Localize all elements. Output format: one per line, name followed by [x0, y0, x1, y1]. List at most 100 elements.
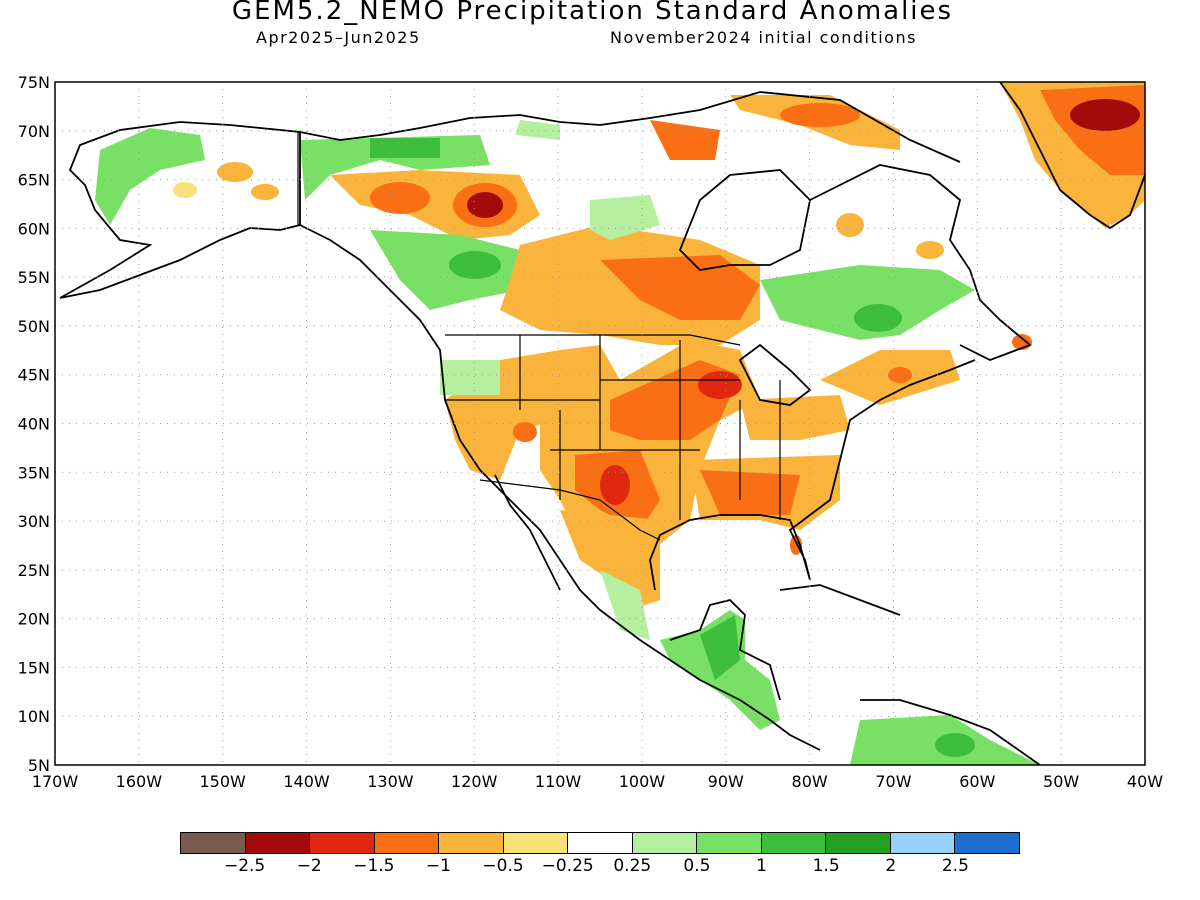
lon-tick-label: 70W [875, 772, 911, 791]
colorbar-label: −1.5 [353, 856, 395, 876]
lat-tick-label: 10N [18, 707, 50, 726]
pnw-wet [440, 360, 500, 395]
nwt-dry-core [370, 182, 430, 214]
venezuela-wet-core [935, 733, 975, 757]
nunavut-wet [590, 195, 660, 240]
nwt-extreme-dry [467, 192, 503, 218]
yukon-wet-region [300, 135, 490, 200]
alaska-dry-spot-3 [173, 182, 197, 198]
anomaly-shading [95, 82, 1145, 765]
guatemala-wet-core [700, 615, 740, 680]
baffin-dry-core [780, 103, 860, 127]
lat-tick-label: 70N [18, 122, 50, 141]
lon-tick-label: 110W [535, 772, 582, 791]
colorbar-label: −2.5 [223, 856, 266, 876]
lat-tick-label: 60N [18, 219, 50, 238]
lat-tick-label: 25N [18, 561, 50, 580]
mexico-wet [600, 570, 650, 640]
colorbar-label: 1 [756, 856, 767, 876]
quebec-dry-spot [836, 213, 864, 237]
state-lines [445, 335, 781, 520]
lat-tick-label: 75N [18, 73, 50, 92]
yucatan [669, 599, 781, 701]
lat-tick-label: 5N [28, 756, 50, 775]
colorbar-swatch [632, 833, 698, 853]
colorbar-swatch [826, 833, 891, 853]
map-field [59, 82, 1145, 765]
lat-tick-label: 40N [18, 415, 50, 434]
greenland-core-dry-region [1070, 99, 1140, 131]
colorbar-label: 0.5 [683, 856, 711, 876]
colorbar-swatch [310, 833, 375, 853]
colorbar-swatch [374, 833, 440, 853]
lon-tick-label: 50W [1043, 772, 1079, 791]
colorbar-label: −0.5 [482, 856, 524, 876]
us-canada-border [445, 334, 741, 346]
lon-tick-label: 100W [619, 772, 666, 791]
colorbar-label: 2.5 [941, 856, 969, 876]
quebec-wet-core [854, 304, 902, 332]
coastlines [59, 82, 1145, 765]
lat-tick-label: 30N [18, 512, 50, 531]
bc-wet-region [370, 230, 520, 310]
lat-tick-label: 55N [18, 268, 50, 287]
gulf-dry-core [700, 470, 800, 515]
forecast-period: Apr2025–Jun2025 [256, 28, 421, 47]
colorbar-label: 2 [885, 856, 897, 876]
colorbar-swatch [181, 833, 246, 853]
greenland-coast [999, 82, 1145, 230]
lat-tick-label: 20N [18, 610, 50, 629]
map-title: GEM5.2_NEMO Precipitation Standard Anoma… [231, 0, 954, 26]
colorbar-swatch [439, 833, 504, 853]
lon-tick-label: 150W [200, 772, 247, 791]
alaska-dry-spot [217, 162, 253, 182]
lon-tick-label: 160W [116, 772, 163, 791]
baffin-wet [515, 120, 560, 140]
gulf-coast [649, 359, 976, 591]
baja [494, 474, 561, 591]
mexico-dry-region [560, 510, 660, 610]
initial-conditions: November2024 initial conditions [610, 28, 917, 47]
nevada-dry-core [513, 422, 537, 442]
us-mexico-border [479, 479, 661, 541]
hudson-bay [678, 169, 811, 271]
lon-tick-label: 120W [451, 772, 498, 791]
lat-tick-label: 50N [18, 317, 50, 336]
colorbar-swatch [890, 833, 956, 853]
lon-tick-label: 130W [367, 772, 414, 791]
lon-tick-label: 90W [708, 772, 744, 791]
colorbar-swatch [697, 833, 762, 853]
lon-tick-label: 40W [1127, 772, 1163, 791]
pacific-coast [299, 224, 821, 751]
alaska-dry-spot-2 [251, 184, 279, 200]
quebec-wet-region [760, 265, 975, 340]
alberta-wet-core [449, 251, 501, 279]
labrador-coast [809, 164, 1032, 361]
axis-ticks: 75N 70N 65N 60N 55N 50N 45N 40N 35N 30N 25N 20N 15N 1… [18, 73, 1164, 791]
ohio-valley-dry [740, 395, 850, 440]
arctic-wet-strip [370, 138, 440, 158]
lat-tick-label: 15N [18, 658, 50, 677]
colorbar-swatch [568, 833, 633, 853]
south-america-coast [860, 699, 1041, 765]
ontario-dry-region [600, 255, 760, 320]
colorbar-label: 0.25 [613, 856, 652, 876]
wisconsin-very-dry [698, 371, 742, 399]
lon-tick-label: 140W [283, 772, 330, 791]
arctic-islands-dry [650, 120, 720, 160]
cuba [779, 584, 901, 616]
lat-tick-label: 45N [18, 366, 50, 385]
colorbar-label: −1 [425, 856, 451, 876]
nw-texas-core [600, 465, 630, 505]
lon-tick-label: 170W [32, 772, 79, 791]
colorbar-swatch [245, 833, 311, 853]
political-borders [297, 132, 781, 541]
colorbar-swatch [955, 833, 1019, 853]
colorbar-label: −2 [296, 856, 322, 876]
maine-dry-core [888, 367, 912, 383]
lon-tick-label: 60W [959, 772, 995, 791]
lat-tick-label: 35N [18, 463, 50, 482]
labrador-dry-spot [916, 241, 944, 259]
colorbar-swatch [503, 833, 569, 853]
